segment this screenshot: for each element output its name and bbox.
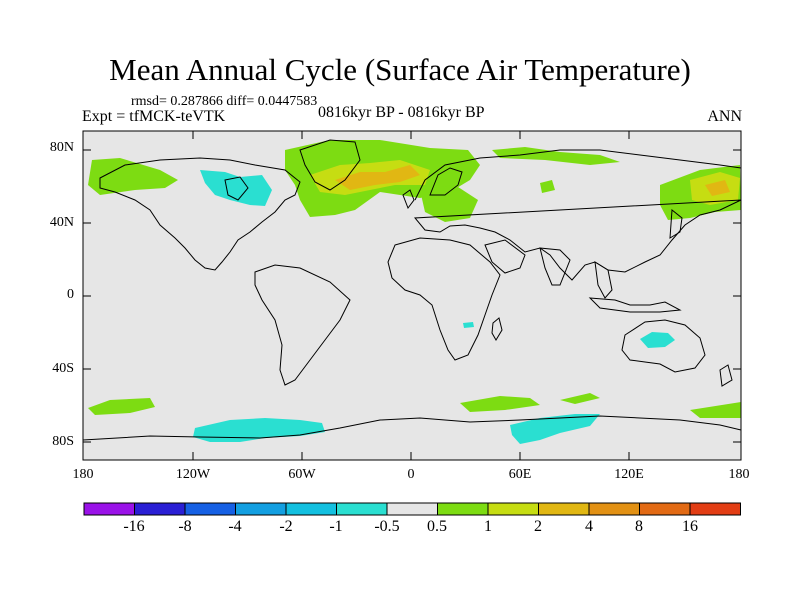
colorbar-swatch xyxy=(184,502,236,516)
colorbar-swatch xyxy=(134,502,186,516)
stats-text: rmsd= 0.287866 diff= 0.0447583 xyxy=(131,94,318,109)
coastline-indonesia xyxy=(588,297,682,313)
colorbar-swatch xyxy=(588,502,640,516)
anomaly-region-positive xyxy=(88,398,155,415)
colorbar-swatch xyxy=(538,502,590,516)
anomaly-region-negative xyxy=(640,332,675,348)
coastline-new-zealand xyxy=(719,364,733,387)
colorbar-label: -1 xyxy=(329,518,343,535)
x-tick-label: 180 xyxy=(728,467,750,482)
coastlines xyxy=(82,139,742,441)
colorbar-label: -16 xyxy=(123,518,145,535)
y-tick-label: 40N xyxy=(49,215,74,230)
colorbar-label: 8 xyxy=(635,518,643,535)
x-tick-label: 0 xyxy=(407,467,415,482)
colorbar-label: 0.5 xyxy=(427,518,447,535)
coastline-japan xyxy=(669,209,683,239)
anomaly-region-negative xyxy=(463,322,474,328)
coastline-southeast-asia xyxy=(594,261,613,299)
anomaly-region-warm xyxy=(335,165,420,190)
anomaly-region-positive xyxy=(420,185,478,222)
anomaly-region-positive xyxy=(460,396,540,412)
anomaly-region-positive xyxy=(88,158,178,195)
x-tick-label: 60E xyxy=(508,467,532,482)
anomaly-region-negative xyxy=(510,414,600,444)
colorbar-swatch xyxy=(487,502,539,516)
plot-title: Mean Annual Cycle (Surface Air Temperatu… xyxy=(109,52,691,87)
colorbar-label: -2 xyxy=(279,518,293,535)
colorbar-swatch xyxy=(639,502,691,516)
colorbar-swatch xyxy=(437,502,489,516)
coastline-uk xyxy=(402,189,415,210)
colorbar-label: -8 xyxy=(178,518,192,535)
colorbar-swatch xyxy=(689,502,741,516)
coastline-australia xyxy=(621,319,706,373)
x-tick-label: 120W xyxy=(175,467,211,482)
coastline-arabia xyxy=(484,239,526,274)
anomaly-region-negative xyxy=(200,170,272,206)
coastline-antarctica xyxy=(82,415,742,441)
colorbar-swatch xyxy=(285,502,337,516)
anomaly-region-positive xyxy=(690,402,741,418)
colorbar-label: 16 xyxy=(682,518,698,535)
coastline-south-america xyxy=(254,264,351,386)
colorbar-label: -0.5 xyxy=(374,518,400,535)
y-tick-label: 80S xyxy=(52,434,74,449)
colorbar-label: -4 xyxy=(228,518,242,535)
coastline-hudson-bay xyxy=(224,176,249,201)
colorbar-swatch xyxy=(336,502,388,516)
x-tick-label: 60W xyxy=(288,467,316,482)
coastline-india xyxy=(539,247,571,286)
colorbar xyxy=(83,502,741,516)
season-label: ANN xyxy=(707,108,742,125)
colorbar-label: 4 xyxy=(585,518,593,535)
anomaly-region-positive xyxy=(560,393,600,404)
anomaly-region-warm xyxy=(705,180,730,196)
y-tick-label: 40S xyxy=(52,361,74,376)
coastline-greenland xyxy=(299,139,361,191)
y-tick-label: 80N xyxy=(49,140,74,155)
coastline-africa xyxy=(387,237,501,361)
anomaly-region-positive xyxy=(540,180,555,193)
coastline-eurasia xyxy=(413,149,742,281)
coastline-north-america xyxy=(99,157,301,271)
y-tick-label: 0 xyxy=(67,287,74,302)
period-label: 0816kyr BP - 0816kyr BP xyxy=(318,104,485,121)
colorbar-swatch xyxy=(386,502,438,516)
colorbar-swatch xyxy=(235,502,287,516)
experiment-label: Expt = tfMCK-teVTK xyxy=(82,108,226,125)
anomaly-fields xyxy=(88,140,741,444)
colorbar-swatch xyxy=(83,502,135,516)
coastline-madagascar xyxy=(491,317,503,341)
coastline-scandinavia xyxy=(429,167,463,196)
anomaly-region-positive xyxy=(492,147,620,165)
axis-ticks xyxy=(82,131,742,460)
colorbar-label: 1 xyxy=(484,518,492,535)
colorbar-label: 2 xyxy=(534,518,542,535)
x-tick-label: 120E xyxy=(614,467,644,482)
x-tick-label: 180 xyxy=(72,467,94,482)
